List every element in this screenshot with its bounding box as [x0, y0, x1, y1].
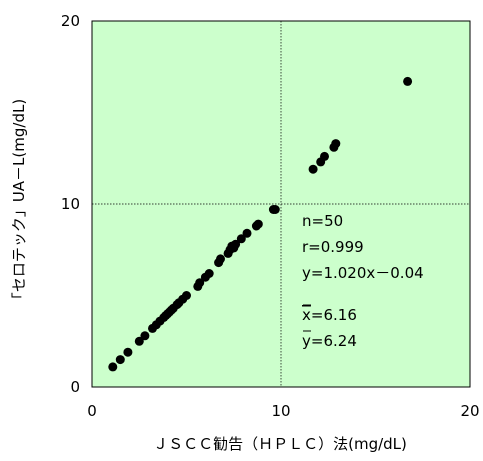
data-point	[231, 239, 241, 249]
data-point	[253, 219, 263, 229]
data-point	[320, 151, 329, 161]
y-tick-20: 20	[61, 12, 80, 30]
stat-n: n=50	[302, 212, 343, 230]
x-tick-10: 10	[271, 402, 290, 420]
x-tick-0: 0	[87, 402, 97, 420]
data-point	[134, 336, 144, 346]
stat-x-mean: x=6.16	[302, 306, 357, 324]
y-axis-label: 「セロテック」UA－L(mg/dL)	[10, 99, 28, 307]
x-tick-20: 20	[460, 402, 479, 420]
data-point	[115, 355, 125, 365]
data-point	[182, 291, 191, 300]
data-point	[242, 228, 252, 238]
data-point	[236, 234, 246, 244]
data-point	[195, 278, 205, 288]
y-tick-10: 10	[61, 195, 80, 213]
stat-regression: y=1.020x－0.04	[302, 264, 424, 282]
data-point	[108, 362, 118, 372]
data-point	[308, 164, 318, 174]
data-point	[123, 347, 133, 357]
data-point	[331, 139, 341, 149]
stat-y-mean: y=6.24	[302, 332, 357, 350]
x-axis-label: ＪＳＣＣ勧告（ＨＰＬＣ）法(mg/dL)	[153, 435, 407, 453]
data-point	[216, 254, 225, 264]
y-tick-0: 0	[70, 378, 80, 396]
data-point	[403, 76, 413, 86]
data-point	[270, 205, 280, 214]
data-point	[204, 269, 214, 278]
data-point	[140, 331, 150, 341]
stat-r: r=0.999	[302, 238, 364, 256]
data-points	[108, 76, 413, 372]
